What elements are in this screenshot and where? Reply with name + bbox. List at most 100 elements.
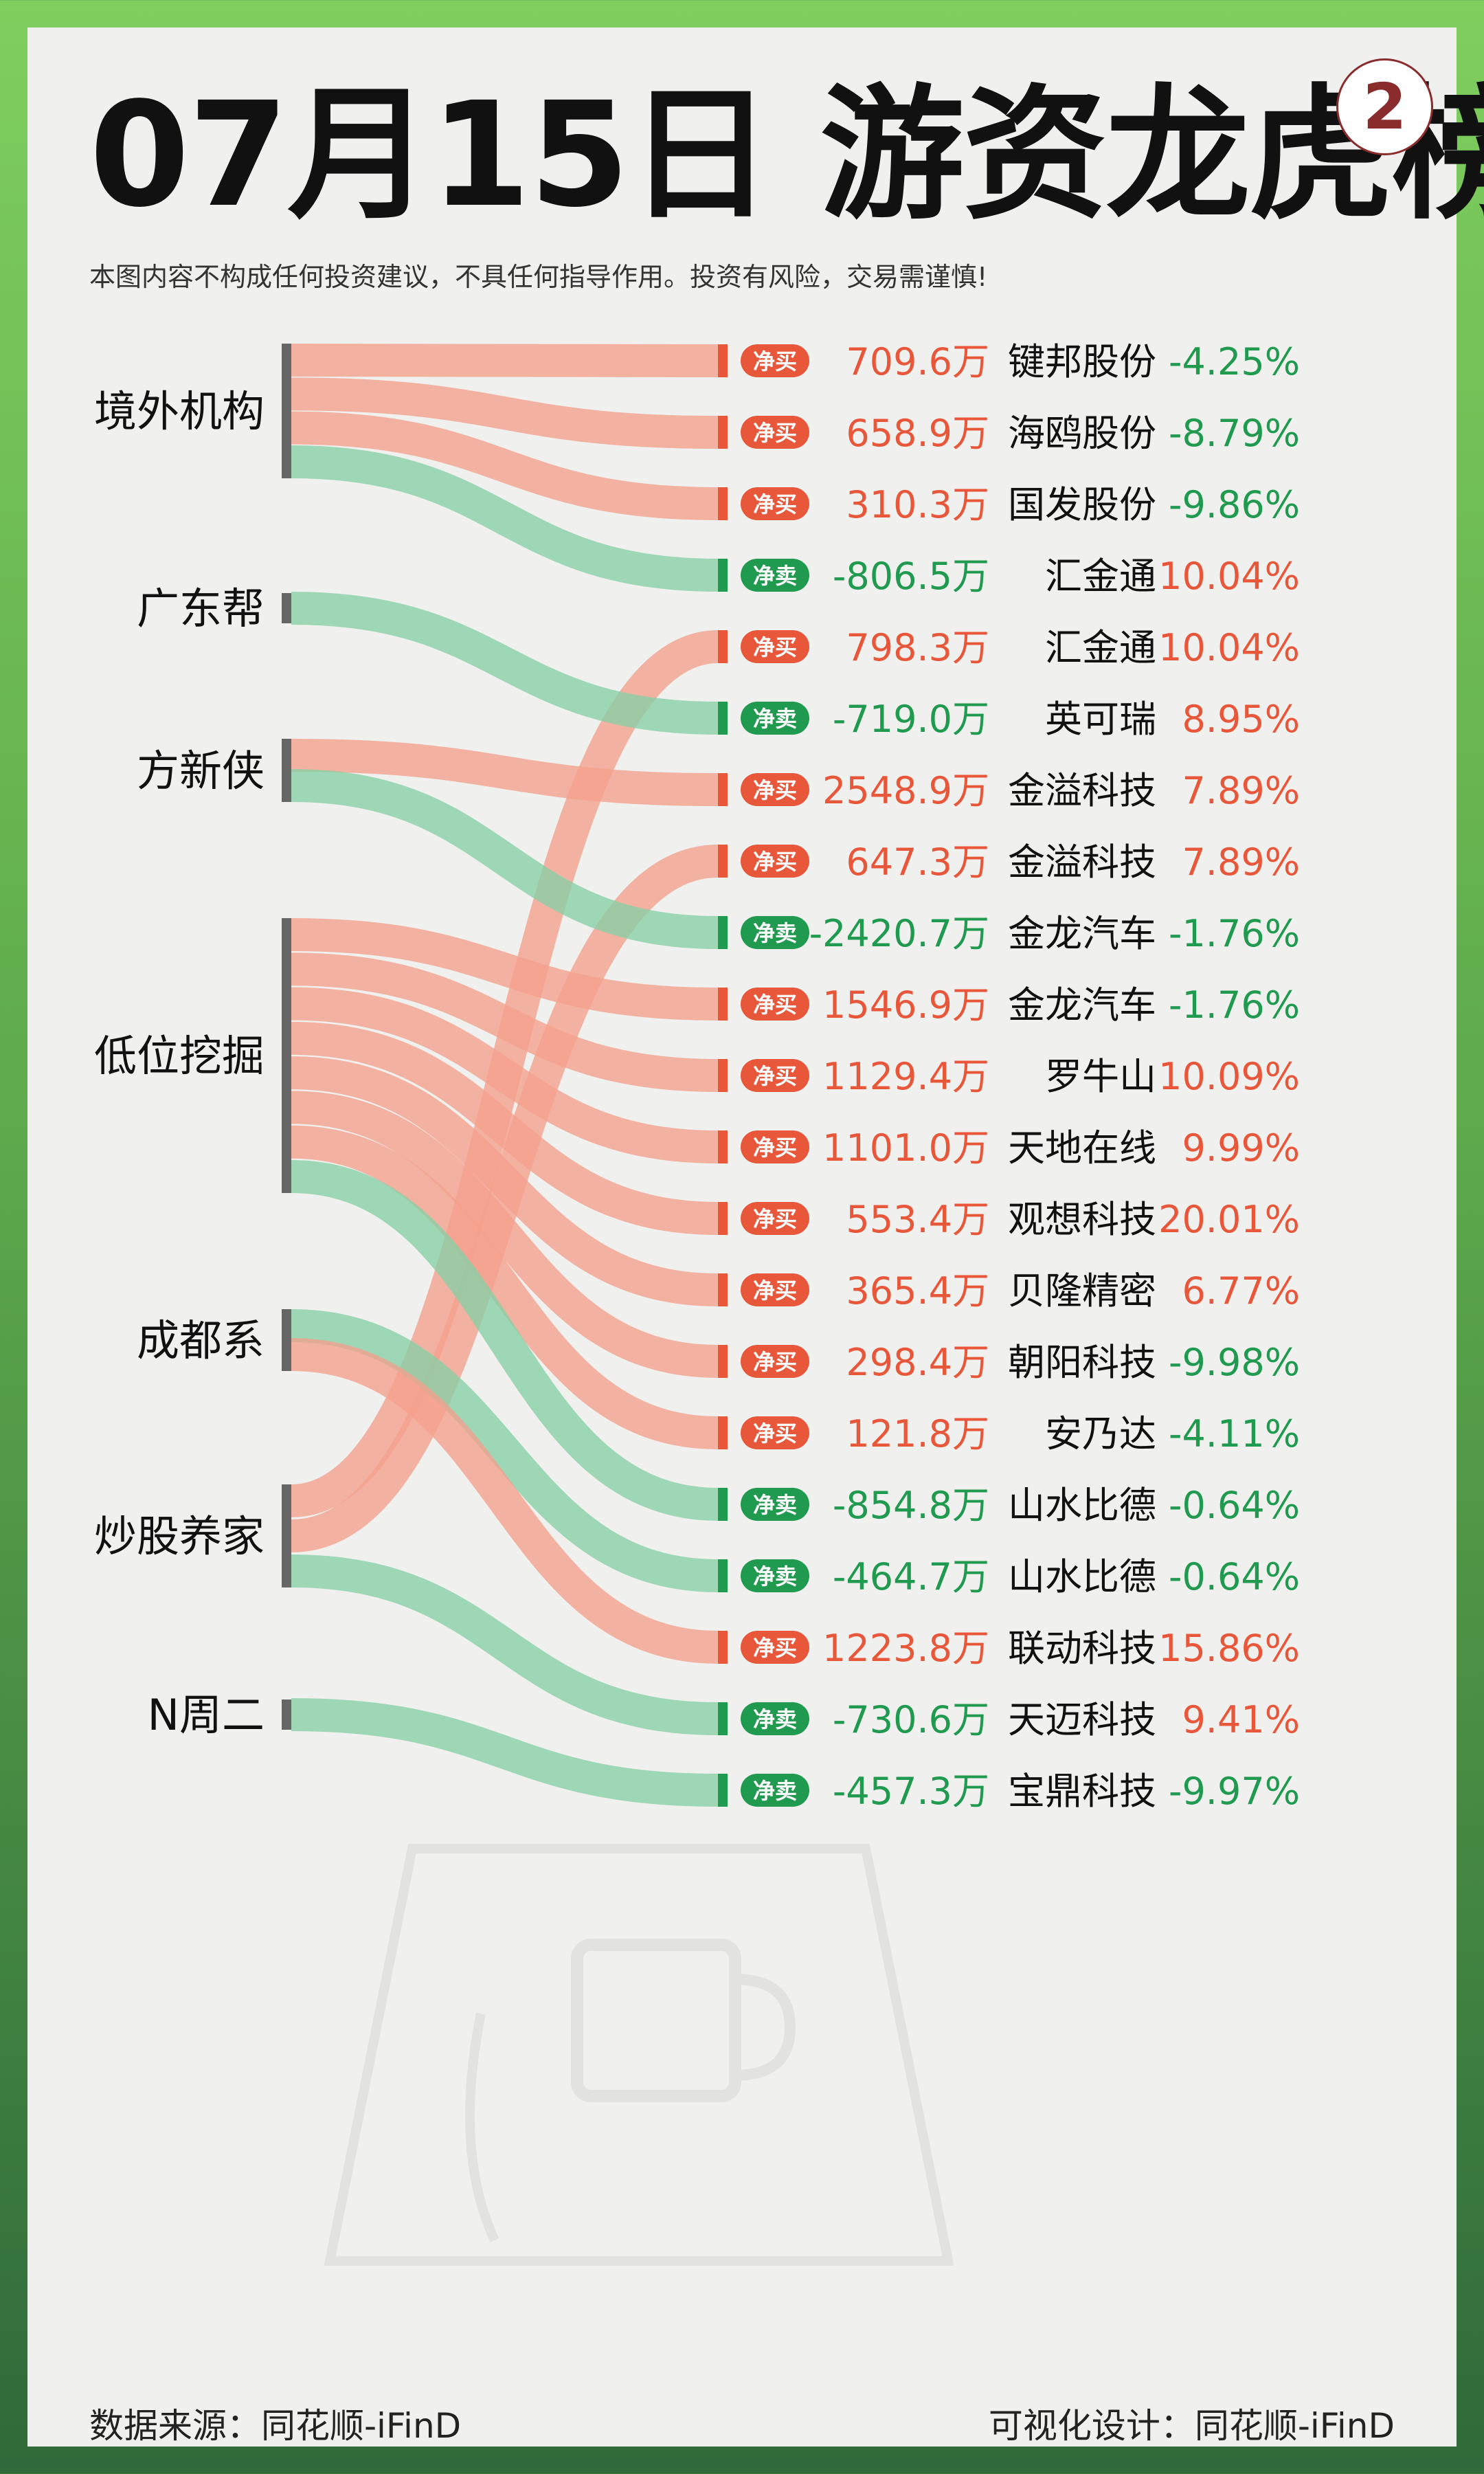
buy-bar	[718, 1130, 728, 1163]
source-node-bar	[282, 593, 291, 623]
flow-tag-label: 净卖	[753, 706, 797, 732]
stock-name-label: 天迈科技	[1008, 1698, 1156, 1741]
flow-amount-label: 365.4万	[846, 1269, 989, 1313]
buy-tag-pill	[741, 1631, 809, 1664]
flow-link	[291, 1125, 719, 1449]
source-node-bar	[282, 739, 291, 802]
flow-link	[291, 952, 719, 1092]
source-node-label: N周二	[148, 1690, 265, 1740]
stock-name-label: 海鸥股份	[1008, 412, 1156, 455]
disclaimer-text: 本图内容不构成任何投资建议，不具任何指导作用。投资有风险，交易需谨慎!	[89, 262, 988, 292]
buy-bar	[718, 630, 728, 663]
buy-bar	[718, 773, 728, 806]
price-change-label: 10.04%	[1158, 626, 1300, 669]
flow-tag-label: 净买	[753, 634, 797, 660]
price-change-label: 9.41%	[1182, 1698, 1300, 1741]
sell-bar	[718, 1488, 728, 1521]
flow-amount-label: 121.8万	[846, 1412, 989, 1456]
buy-tag-pill	[741, 1273, 809, 1306]
sell-bar	[718, 916, 728, 949]
flow-tag-label: 净买	[753, 420, 797, 446]
price-change-label: 6.77%	[1182, 1269, 1300, 1313]
flow-tag-label: 净买	[753, 1349, 797, 1375]
page-title: 07月15日 游资龙虎榜	[89, 71, 1484, 239]
price-change-label: -1.76%	[1169, 983, 1300, 1027]
stock-name-label: 金龙汽车	[1008, 912, 1156, 955]
flow-tag-label: 净买	[753, 849, 797, 875]
sell-tag-pill	[741, 916, 809, 949]
stock-name-label: 宝鼎科技	[1008, 1770, 1156, 1813]
flow-amount-label: 1101.0万	[822, 1126, 989, 1170]
flow-amount-label: 310.3万	[846, 483, 989, 526]
flow-amount-label: -854.8万	[833, 1484, 989, 1527]
flow-tag-label: 净买	[753, 1206, 797, 1232]
buy-tag-pill	[741, 1202, 809, 1235]
buy-bar	[718, 988, 728, 1021]
buy-bar	[718, 1631, 728, 1664]
flow-link	[291, 1021, 719, 1235]
flow-amount-label: 298.4万	[846, 1341, 989, 1384]
flow-amount-label: -730.6万	[833, 1698, 989, 1741]
buy-tag-pill	[741, 416, 809, 449]
buy-bar	[718, 1416, 728, 1449]
flow-tag-label: 净买	[753, 1635, 797, 1661]
flow-links	[290, 344, 719, 1807]
flow-tag-label: 净买	[753, 777, 797, 803]
stock-name-label: 山水比德	[1008, 1555, 1156, 1598]
flow-link	[291, 377, 719, 449]
flow-link	[291, 411, 719, 520]
flow-tag-label: 净买	[753, 1135, 797, 1161]
flow-tag-label: 净卖	[753, 563, 797, 589]
buy-tag-pill	[741, 773, 809, 806]
buy-tag-pill	[741, 1345, 809, 1378]
flow-amount-label: -719.0万	[833, 698, 989, 741]
buy-bar	[718, 416, 728, 449]
sell-tag-pill	[741, 702, 809, 735]
price-change-label: 15.86%	[1158, 1627, 1300, 1670]
flow-tag-label: 净买	[753, 1420, 797, 1447]
price-change-label: 10.09%	[1158, 1055, 1300, 1098]
flow-tag-label: 净卖	[753, 920, 797, 946]
source-node-label: 方新侠	[137, 746, 265, 796]
flow-amount-label: 1546.9万	[822, 983, 989, 1027]
flow-amount-label: -457.3万	[833, 1770, 989, 1813]
flow-tag-label: 净卖	[753, 1778, 797, 1804]
source-node-bar	[282, 1700, 291, 1730]
price-change-label: 8.95%	[1182, 698, 1300, 741]
source-node-label: 成都系	[137, 1315, 265, 1366]
buy-tag-pill	[741, 1416, 809, 1449]
price-change-label: -1.76%	[1169, 912, 1300, 955]
flow-amount-label: 553.4万	[846, 1198, 989, 1241]
sell-bar	[718, 1559, 728, 1592]
stock-name-label: 金溢科技	[1008, 840, 1156, 884]
sell-bar	[718, 702, 728, 735]
source-node-bar	[282, 1484, 291, 1587]
stock-name-label: 金龙汽车	[1008, 983, 1156, 1027]
flow-link	[291, 1698, 719, 1807]
buy-tag-pill	[741, 344, 809, 377]
flow-tag-label: 净买	[753, 348, 797, 375]
flow-link	[291, 445, 719, 592]
stock-name-label: 山水比德	[1008, 1484, 1156, 1527]
source-node-label: 广东帮	[137, 583, 265, 634]
flow-link	[291, 1091, 719, 1378]
flow-tag-label: 净卖	[753, 1492, 797, 1518]
buy-tag-pill	[741, 1059, 809, 1092]
price-change-label: -9.86%	[1169, 483, 1300, 526]
sell-tag-pill	[741, 1559, 809, 1592]
sell-tag-pill	[741, 559, 809, 592]
buy-bar	[718, 1202, 728, 1235]
sell-tag-pill	[741, 1702, 809, 1735]
sell-bar	[718, 1702, 728, 1735]
buy-bar	[718, 845, 728, 878]
flow-link	[291, 592, 719, 735]
sell-bar	[718, 559, 728, 592]
stock-name-label: 朝阳科技	[1008, 1341, 1156, 1384]
stock-name-label: 键邦股份	[1008, 340, 1156, 383]
cup-watermark-icon	[324, 1844, 954, 2266]
price-change-label: -8.79%	[1169, 412, 1300, 455]
stock-name-label: 罗牛山	[1045, 1055, 1156, 1098]
flow-tag-label: 净买	[753, 992, 797, 1018]
flow-amount-label: 658.9万	[846, 412, 989, 455]
